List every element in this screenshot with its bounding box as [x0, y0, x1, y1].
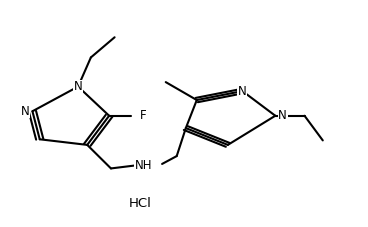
Text: N: N	[278, 109, 287, 122]
Text: HCl: HCl	[129, 197, 152, 210]
Text: N: N	[21, 105, 29, 118]
Text: N: N	[74, 80, 82, 93]
Text: F: F	[140, 109, 147, 122]
Text: N: N	[238, 85, 247, 98]
Text: NH: NH	[135, 159, 153, 172]
